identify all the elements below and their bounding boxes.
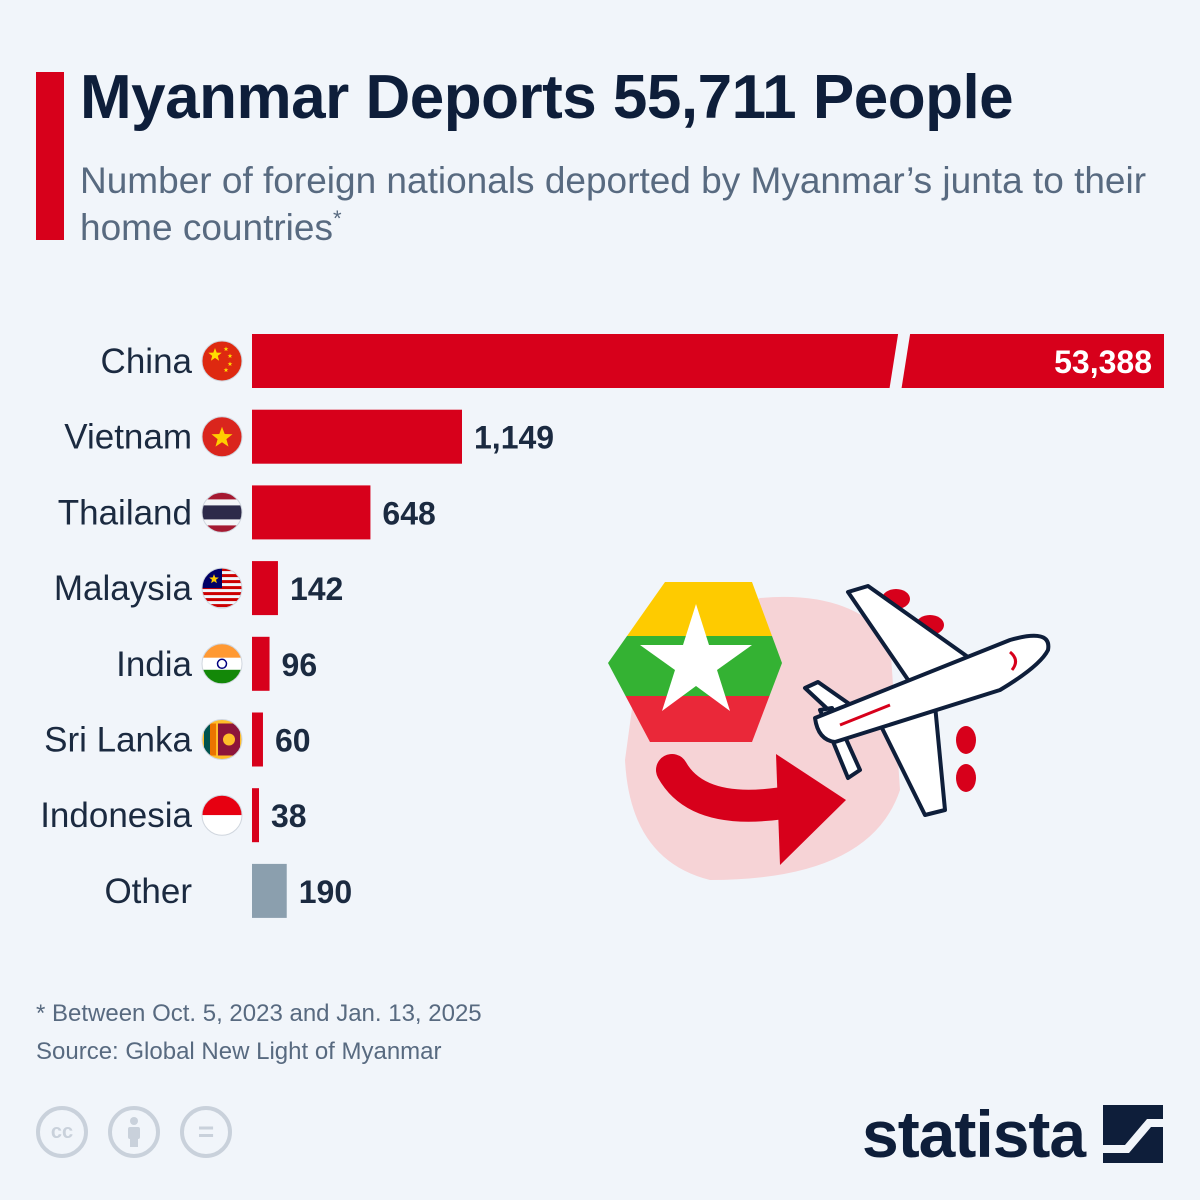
sri-lanka-flag-icon xyxy=(201,719,243,760)
axis-break-mark xyxy=(888,322,912,398)
no-derivatives-icon[interactable]: = xyxy=(180,1106,232,1158)
person-icon xyxy=(128,1117,140,1147)
value-label: 142 xyxy=(290,571,343,607)
brand[interactable]: statista xyxy=(862,1096,1164,1172)
page-title: Myanmar Deports 55,711 People xyxy=(80,63,1014,132)
bar xyxy=(252,561,278,616)
statista-logo-icon xyxy=(1103,1105,1164,1163)
bar-row-indonesia: Indonesia 38 xyxy=(40,788,307,843)
malaysia-flag-icon xyxy=(201,567,243,609)
category-label: Sri Lanka xyxy=(44,721,192,760)
subtitle-text: Number of foreign nationals deported by … xyxy=(80,160,1147,248)
value-label: 190 xyxy=(299,874,352,910)
bar-row-sri-lanka: Sri Lanka 60 xyxy=(44,712,311,767)
bar-row-other: Other 190 xyxy=(104,863,352,918)
bar-row-india: India 96 xyxy=(116,636,318,691)
bar-row-vietnam: Vietnam 1,149 xyxy=(64,409,554,464)
vietnam-flag-icon xyxy=(201,416,243,458)
china-flag-icon xyxy=(201,340,243,382)
thailand-flag-icon xyxy=(201,491,243,533)
category-label: India xyxy=(116,645,192,684)
category-label: Thailand xyxy=(58,493,192,532)
bar-row-malaysia: Malaysia 142 xyxy=(54,561,343,616)
source-note: Source: Global New Light of Myanmar xyxy=(36,1038,442,1065)
bar xyxy=(252,636,270,691)
value-label: 1,149 xyxy=(474,420,554,456)
bar xyxy=(252,788,259,843)
cc-icon[interactable]: cc xyxy=(36,1106,88,1158)
bar-row-china: China 53,388 xyxy=(101,322,1164,398)
value-label: 53,388 xyxy=(1054,344,1152,380)
bar xyxy=(252,712,263,767)
bar xyxy=(252,334,1164,388)
star-icon xyxy=(640,604,752,711)
accent-bar xyxy=(36,72,64,240)
attribution-icon[interactable] xyxy=(108,1106,160,1158)
illustration xyxy=(608,582,1051,880)
category-label: Indonesia xyxy=(40,796,192,835)
airplane-icon xyxy=(803,584,1051,817)
indonesia-flag-icon xyxy=(201,794,243,836)
value-label: 38 xyxy=(271,798,307,834)
page-subtitle: Number of foreign nationals deported by … xyxy=(80,157,1160,251)
subtitle-footnote-mark: * xyxy=(332,206,342,231)
bar-chart: China 53,388 Vietnam 1,149 Thailand 648 Malays… xyxy=(40,322,1164,918)
category-label: Other xyxy=(104,872,192,911)
bar xyxy=(252,485,371,540)
nd-text: = xyxy=(197,1116,215,1147)
bars-layer: China 53,388 Vietnam 1,149 Thailand 648 Malays… xyxy=(40,322,1164,918)
brand-name: statista xyxy=(862,1097,1086,1171)
footnote: * Between Oct. 5, 2023 and Jan. 13, 2025 xyxy=(36,1000,482,1027)
category-label: Malaysia xyxy=(54,569,193,608)
arrow-icon xyxy=(656,754,846,865)
category-label: Vietnam xyxy=(64,418,192,457)
value-label: 96 xyxy=(282,647,318,683)
bar xyxy=(252,409,462,464)
bar-row-thailand: Thailand 648 xyxy=(58,485,436,540)
cc-text: cc xyxy=(50,1120,74,1143)
value-label: 648 xyxy=(382,495,435,531)
india-flag-icon xyxy=(201,643,243,685)
value-label: 60 xyxy=(275,723,311,759)
category-label: China xyxy=(101,342,193,381)
bar xyxy=(252,863,287,918)
